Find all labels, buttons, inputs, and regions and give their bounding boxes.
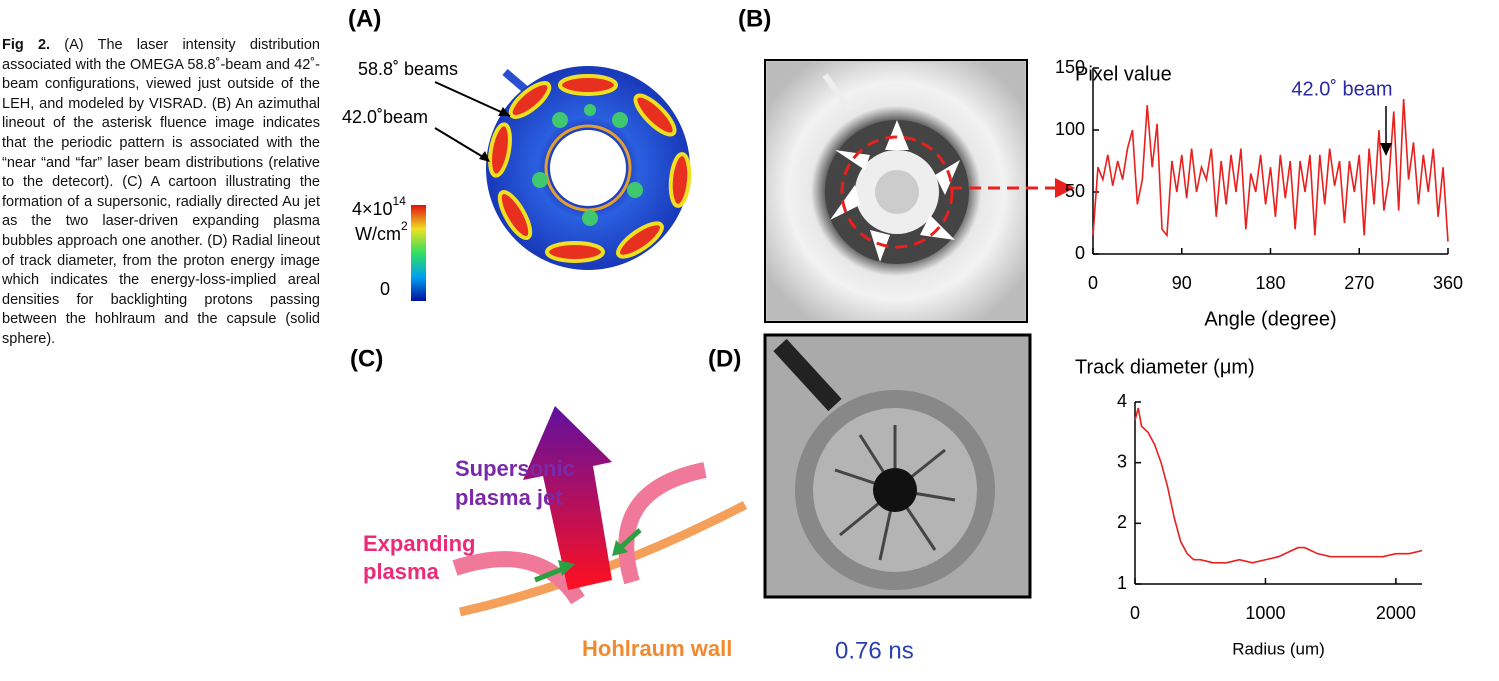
jet-label: Supersonic — [455, 456, 575, 481]
panel-label: (D) — [708, 345, 741, 372]
wall-label: Hohlraum wall — [582, 636, 732, 661]
colorbar — [411, 205, 426, 301]
y-tick-label: 2 — [1117, 512, 1127, 532]
y-tick-label: 1 — [1117, 573, 1127, 593]
y-tick-label: 100 — [1055, 119, 1085, 139]
time-label: 0.76 ns — [835, 637, 914, 664]
colorbar-unit-text: W/cm — [355, 224, 401, 244]
intensity-map — [486, 66, 691, 270]
y-tick-label: 4 — [1117, 391, 1127, 411]
x-tick-label: 180 — [1255, 273, 1285, 293]
annotation: 42.0˚ beam — [1291, 78, 1392, 100]
data-line — [1093, 99, 1448, 242]
y-tick-label: 50 — [1065, 181, 1085, 201]
x-tick-label: 2000 — [1376, 603, 1416, 623]
chart-title: Track diameter (μm) — [1075, 356, 1255, 378]
arrow — [435, 128, 488, 160]
plasma-label: plasma — [363, 559, 440, 584]
x-tick-label: 360 — [1433, 273, 1463, 293]
colorbar-unit: W/cm2 — [355, 219, 408, 244]
colorbar-max-mantissa: 4×10 — [352, 199, 393, 219]
x-tick-label: 1000 — [1245, 603, 1285, 623]
arrow — [435, 82, 510, 116]
x-tick-label: 0 — [1130, 603, 1140, 623]
x-axis-label: Angle (degree) — [1204, 308, 1336, 330]
panel-label: (B) — [738, 5, 771, 32]
x-tick-label: 0 — [1088, 273, 1098, 293]
colorbar-unit-exponent: 2 — [401, 219, 408, 233]
y-tick-label: 3 — [1117, 451, 1127, 471]
data-line — [1135, 408, 1422, 563]
panel-label: (C) — [350, 345, 383, 372]
plasma-label: Expanding — [363, 531, 475, 556]
colorbar-max: 4×1014 — [352, 194, 406, 219]
colorbar-min: 0 — [380, 279, 390, 299]
figure: (A) (B) (C) (D) 58.8˚ beams 42.0˚beam 4×… — [0, 0, 1499, 681]
fluence-image — [765, 60, 1027, 322]
x-tick-label: 270 — [1344, 273, 1374, 293]
x-tick-label: 90 — [1172, 273, 1192, 293]
y-tick-label: 0 — [1075, 243, 1085, 263]
x-axis-label: Radius (um) — [1232, 639, 1325, 658]
colorbar-max-exponent: 14 — [393, 194, 407, 208]
page: Fig 2. (A) The laser intensity distribut… — [0, 0, 1499, 681]
chart-title: Pixel value — [1075, 63, 1172, 85]
beam-label: 58.8˚ beams — [358, 59, 458, 79]
beam-label: 42.0˚beam — [342, 107, 428, 127]
panel-label: (A) — [348, 5, 381, 32]
proton-image — [765, 335, 1030, 597]
jet-label: plasma jet — [455, 485, 563, 510]
